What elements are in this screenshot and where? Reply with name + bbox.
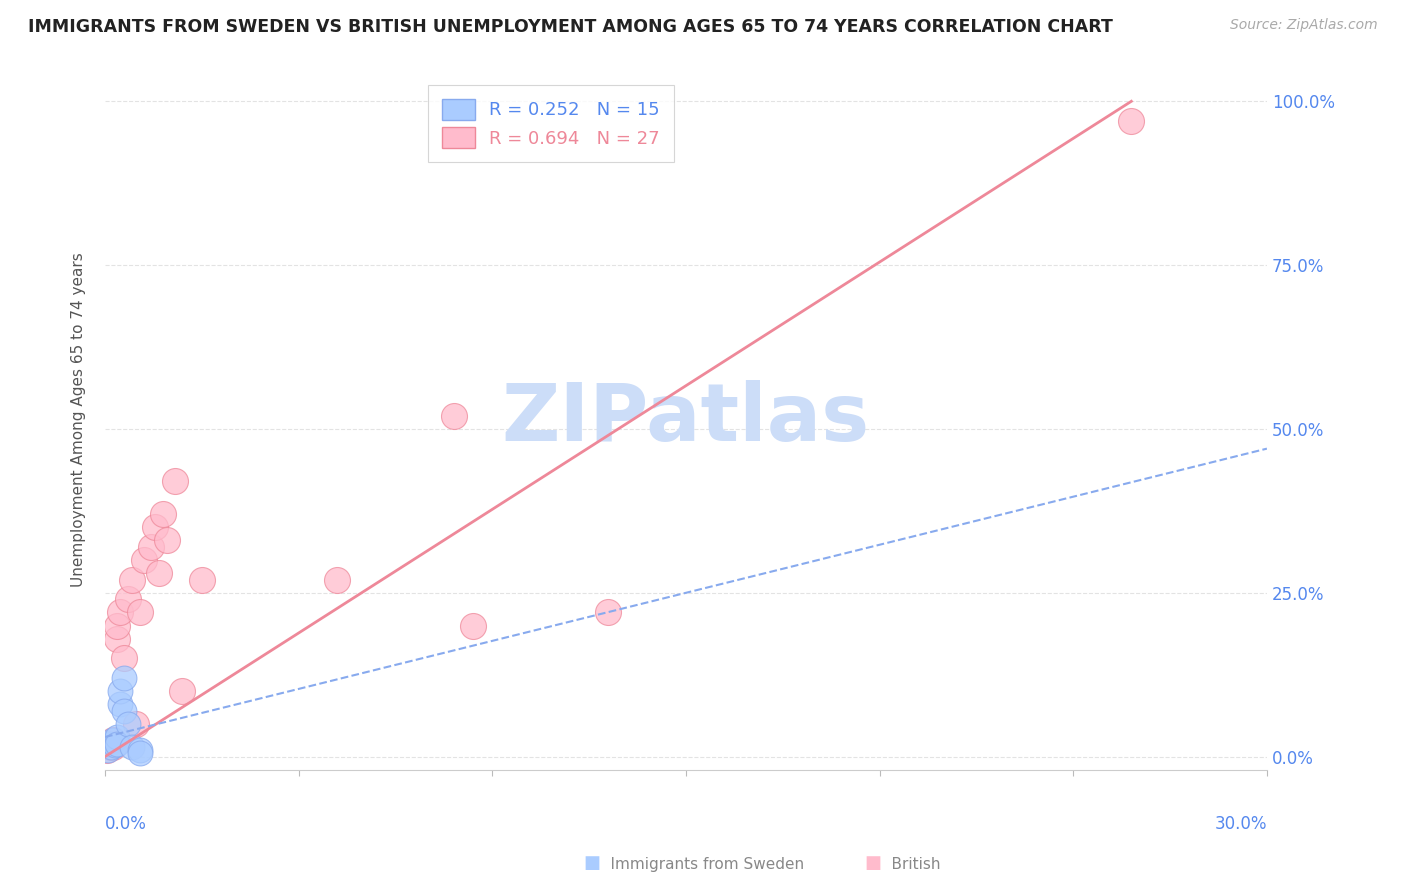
Point [112,671,135,685]
Point [148,566,170,581]
Point [1121,114,1143,128]
Point [121,739,143,754]
Point [128,743,150,757]
Point [105,632,128,646]
Point [598,606,620,620]
Text: British: British [872,857,941,872]
Point [97,737,120,751]
Point [100,739,122,754]
Legend: R = 0.252   N = 15, R = 0.694   N = 27: R = 0.252 N = 15, R = 0.694 N = 27 [427,85,675,162]
Point [128,606,150,620]
Point [101,733,124,747]
Point [96,743,118,757]
Text: Source: ZipAtlas.com: Source: ZipAtlas.com [1230,18,1378,32]
Point [125,717,148,731]
Text: 0.0%: 0.0% [105,815,146,833]
Point [110,684,132,698]
Point [152,507,174,521]
Point [117,592,139,607]
Text: ■: ■ [583,855,600,872]
Point [172,684,194,698]
Point [128,747,150,761]
Text: ZIPatlas: ZIPatlas [502,380,870,458]
Point [156,533,179,548]
Point [141,540,163,554]
Point [105,618,128,632]
Point [112,704,135,718]
Point [326,573,349,587]
Text: ■: ■ [865,855,882,872]
Point [105,730,128,744]
Point [461,618,484,632]
Point [101,739,124,754]
Text: IMMIGRANTS FROM SWEDEN VS BRITISH UNEMPLOYMENT AMONG AGES 65 TO 74 YEARS CORRELA: IMMIGRANTS FROM SWEDEN VS BRITISH UNEMPL… [28,18,1114,36]
Point [443,409,465,423]
Point [105,737,128,751]
Point [163,475,186,489]
Point [100,739,122,754]
Point [121,573,143,587]
Point [112,651,135,665]
Point [104,738,127,752]
Point [97,743,120,757]
Point [110,606,132,620]
Point [101,733,124,747]
Point [117,717,139,731]
Text: Immigrants from Sweden: Immigrants from Sweden [591,857,804,872]
Point [110,697,132,711]
Text: 30.0%: 30.0% [1215,815,1267,833]
Point [97,737,120,751]
Point [191,573,214,587]
Point [143,520,166,534]
Point [132,553,155,567]
Y-axis label: Unemployment Among Ages 65 to 74 years: Unemployment Among Ages 65 to 74 years [72,252,86,587]
